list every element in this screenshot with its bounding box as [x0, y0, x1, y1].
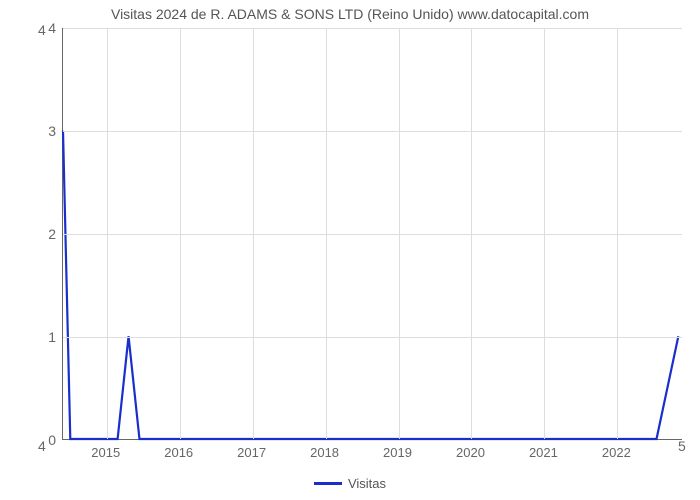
series-line	[63, 131, 678, 439]
xtick-label: 2017	[237, 445, 266, 460]
xtick-label: 2021	[529, 445, 558, 460]
xtick-label: 2019	[383, 445, 412, 460]
gridline-h	[63, 131, 682, 132]
legend-label: Visitas	[348, 476, 386, 491]
chart-container: Visitas 2024 de R. ADAMS & SONS LTD (Rei…	[0, 0, 700, 500]
ytick-label: 0	[26, 432, 56, 448]
extra-label-bottom-right: 5	[678, 438, 686, 454]
ytick-label: 3	[26, 123, 56, 139]
xtick-label: 2020	[456, 445, 485, 460]
legend: Visitas	[0, 475, 700, 491]
chart-title: Visitas 2024 de R. ADAMS & SONS LTD (Rei…	[0, 6, 700, 22]
gridline-h	[63, 234, 682, 235]
plot-area	[62, 28, 682, 440]
gridline-h	[63, 337, 682, 338]
gridline-h	[63, 28, 682, 29]
xtick-label: 2018	[310, 445, 339, 460]
xtick-label: 2016	[164, 445, 193, 460]
ytick-label: 4	[26, 20, 56, 36]
xtick-label: 2022	[602, 445, 631, 460]
ytick-label: 1	[26, 329, 56, 345]
ytick-label: 2	[26, 226, 56, 242]
xtick-label: 2015	[91, 445, 120, 460]
legend-swatch	[314, 482, 342, 485]
